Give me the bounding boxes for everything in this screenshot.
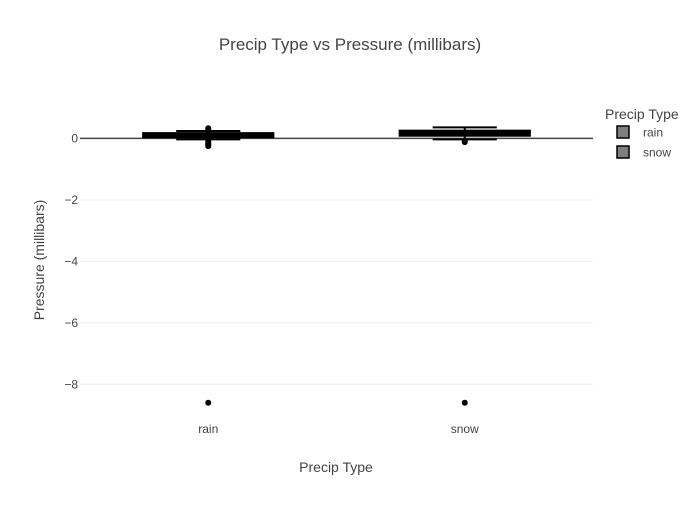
y-tick-label: −2 xyxy=(64,193,78,207)
x-tick-labels: rain snow xyxy=(198,422,479,436)
box-rain[interactable] xyxy=(142,125,275,406)
y-tick-label: −6 xyxy=(64,316,78,330)
legend-item-snow[interactable]: snow xyxy=(616,145,671,160)
y-tick-label: −4 xyxy=(64,254,78,268)
chart-title: Precip Type vs Pressure (millibars) xyxy=(219,35,481,54)
x-tick-label-rain: rain xyxy=(198,422,218,436)
grid-layer xyxy=(80,137,593,385)
x-axis-title: Precip Type xyxy=(299,459,373,475)
legend[interactable]: Precip Type rain snow xyxy=(605,106,679,160)
outlier-point[interactable] xyxy=(461,139,468,146)
outlier-point[interactable] xyxy=(461,399,468,406)
outlier-point[interactable] xyxy=(205,127,212,134)
legend-label: rain xyxy=(643,126,663,140)
y-tick-label: −8 xyxy=(64,377,78,391)
y-axis-title: Pressure (millibars) xyxy=(31,200,47,321)
x-tick-label-snow: snow xyxy=(451,422,479,436)
legend-label: snow xyxy=(643,146,671,160)
outlier-point[interactable] xyxy=(205,399,212,406)
legend-swatch xyxy=(616,145,630,159)
legend-swatch xyxy=(616,125,630,139)
y-tick-label: 0 xyxy=(71,131,78,145)
legend-title: Precip Type xyxy=(605,106,679,122)
legend-items[interactable]: rain snow xyxy=(616,125,671,160)
legend-item-rain[interactable]: rain xyxy=(616,125,663,140)
box-layer[interactable] xyxy=(142,125,531,406)
outlier-point[interactable] xyxy=(205,143,212,150)
box-snow[interactable] xyxy=(398,126,531,406)
y-tick-labels: 0 −2 −4 −6 −8 xyxy=(64,131,78,391)
